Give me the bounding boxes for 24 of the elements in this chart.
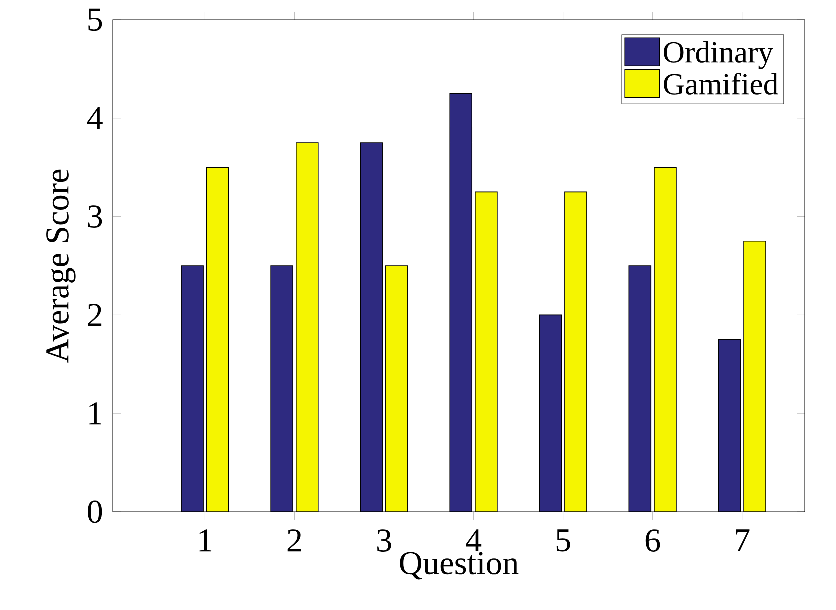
y-tick-label: 5	[88, 8, 102, 32]
y-tick-label: 2	[88, 304, 102, 326]
legend-label: Ordinary	[664, 41, 774, 70]
y-axis-title: Average Score	[46, 170, 76, 363]
x-tick-label: 5	[556, 530, 570, 552]
bar	[270, 266, 294, 512]
y-tick-label: 0	[88, 500, 102, 524]
bar	[718, 339, 742, 512]
y-tick-label: 4	[87, 107, 103, 130]
bar	[628, 266, 652, 512]
x-tick-label: 7	[736, 530, 750, 552]
y-tick-label: 3	[88, 206, 102, 228]
x-tick-label: 1	[200, 530, 212, 552]
legend-label: Gamified	[664, 72, 778, 95]
bar	[450, 93, 473, 512]
x-tick-label: 6	[646, 530, 660, 552]
bar	[539, 314, 562, 512]
x-tick-label: 4	[466, 530, 482, 552]
bar	[181, 266, 204, 512]
x-tick-label: 3	[378, 530, 392, 552]
x-axis-title: Question	[400, 552, 519, 580]
y-tick-label: 1	[90, 402, 102, 425]
bar	[360, 142, 383, 512]
x-tick-label: 2	[288, 530, 302, 552]
